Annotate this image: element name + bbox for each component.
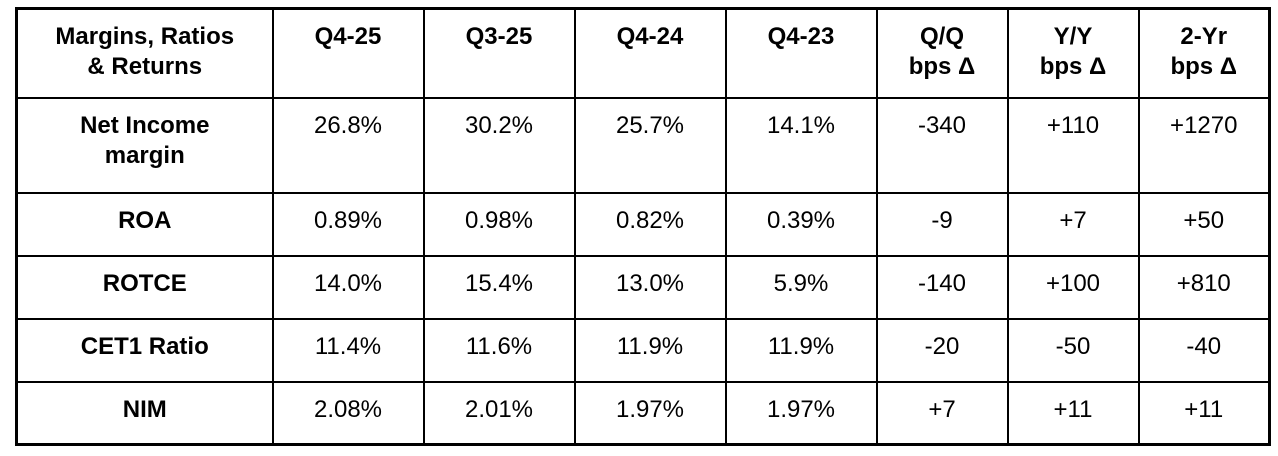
column-header-qq-bps-delta: Q/Q bps Δ [875,7,1009,99]
table-cell: +7 [875,380,1009,446]
table-cell: +100 [1006,254,1140,320]
table-cell: -340 [875,96,1009,194]
table-row-net-income-margin: Net Income margin 26.8% 30.2% 25.7% 14.1… [15,96,1271,194]
table-cell: 0.82% [573,191,727,257]
table-cell: 15.4% [422,254,576,320]
table-header-row: Margins, Ratios & Returns Q4-25 Q3-25 Q4… [15,7,1271,99]
column-header-q3-25: Q3-25 [422,7,576,99]
table-row-rotce: ROTCE 14.0% 15.4% 13.0% 5.9% -140 +100 +… [15,254,1271,320]
table-cell: 14.1% [724,96,878,194]
table-row-nim: NIM 2.08% 2.01% 1.97% 1.97% +7 +11 +11 [15,380,1271,446]
column-header-q4-24: Q4-24 [573,7,727,99]
table-cell: +110 [1006,96,1140,194]
table-cell: 1.97% [573,380,727,446]
table-cell: -9 [875,191,1009,257]
row-label: CET1 Ratio [15,317,274,383]
table-cell: 0.39% [724,191,878,257]
table-cell: -40 [1137,317,1271,383]
table-cell: 0.98% [422,191,576,257]
table-cell: +1270 [1137,96,1271,194]
table-cell: +11 [1137,380,1271,446]
table-row-cet1-ratio: CET1 Ratio 11.4% 11.6% 11.9% 11.9% -20 -… [15,317,1271,383]
margins-ratios-returns-table: Margins, Ratios & Returns Q4-25 Q3-25 Q4… [15,7,1271,446]
table-cell: -20 [875,317,1009,383]
table-cell: -140 [875,254,1009,320]
table-cell: 11.4% [271,317,425,383]
table-cell: 0.89% [271,191,425,257]
column-header-yy-bps-delta: Y/Y bps Δ [1006,7,1140,99]
row-label: ROTCE [15,254,274,320]
table-cell: -50 [1006,317,1140,383]
table-cell: 26.8% [271,96,425,194]
table-cell: 14.0% [271,254,425,320]
column-header-2yr-bps-delta: 2-Yr bps Δ [1137,7,1271,99]
row-label: Net Income margin [15,96,274,194]
table-cell: 2.01% [422,380,576,446]
row-label: NIM [15,380,274,446]
column-header-q4-25: Q4-25 [271,7,425,99]
column-header-q4-23: Q4-23 [724,7,878,99]
row-label: ROA [15,191,274,257]
table-cell: 11.9% [724,317,878,383]
table-cell: 2.08% [271,380,425,446]
table-cell: +50 [1137,191,1271,257]
table-cell: +11 [1006,380,1140,446]
table-cell: 30.2% [422,96,576,194]
table-cell: 13.0% [573,254,727,320]
table-cell: 5.9% [724,254,878,320]
table-cell: 1.97% [724,380,878,446]
table-cell: 25.7% [573,96,727,194]
table-cell: +7 [1006,191,1140,257]
table-cell: +810 [1137,254,1271,320]
table-cell: 11.9% [573,317,727,383]
column-header-metric: Margins, Ratios & Returns [15,7,274,99]
table-row-roa: ROA 0.89% 0.98% 0.82% 0.39% -9 +7 +50 [15,191,1271,257]
table-cell: 11.6% [422,317,576,383]
